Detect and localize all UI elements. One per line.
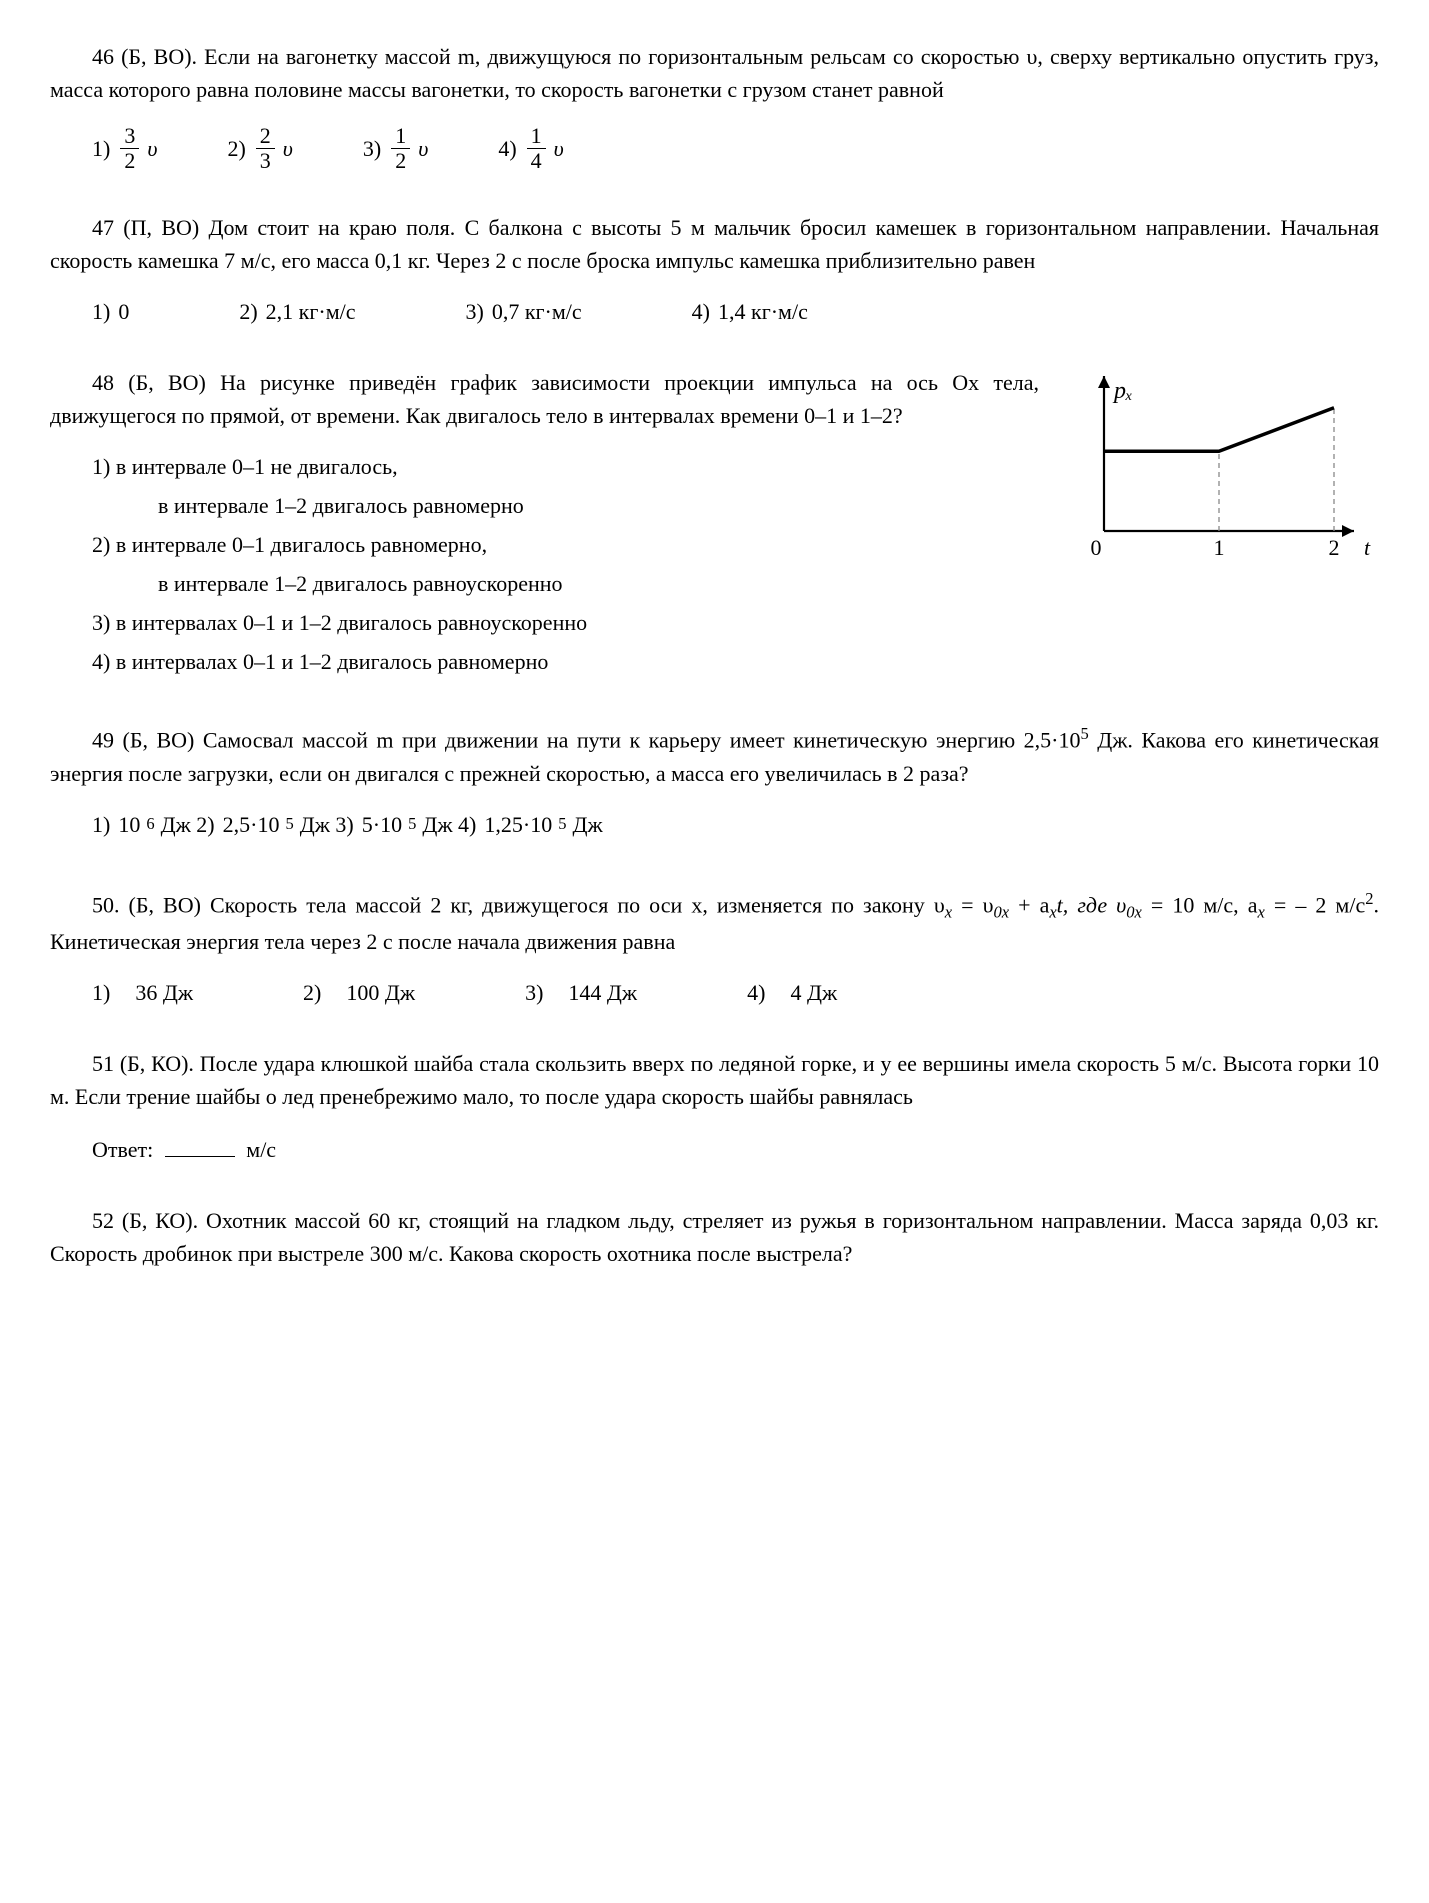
problem-51: 51 (Б, КО). После удара клюшкой шайба ст…	[50, 1047, 1379, 1166]
option-48-3: 3) в интервалах 0–1 и 1–2 двигалось равн…	[92, 606, 1039, 639]
problem-47: 47 (П, ВО) Дом стоит на краю поля. С бал…	[50, 211, 1379, 328]
answer-blank[interactable]	[165, 1156, 235, 1157]
option-48-1: 1) в интервале 0–1 не двигалось,	[92, 450, 1039, 483]
problem-50: 50. (Б, ВО) Скорость тела массой 2 кг, д…	[50, 887, 1379, 1009]
problem-50-options: 1) 36 Дж 2) 100 Дж 3) 144 Дж 4) 4 Дж	[92, 976, 1379, 1009]
svg-text:t: t	[1364, 535, 1371, 560]
problem-51-text: 51 (Б, КО). После удара клюшкой шайба ст…	[50, 1047, 1379, 1113]
option-47-3: 3)0,7 кг·м/с	[466, 295, 582, 328]
option-46-2: 2) 23 υ	[227, 124, 292, 173]
problem-52-text: 52 (Б, КО). Охотник массой 60 кг, стоящи…	[50, 1204, 1379, 1270]
problem-46: 46 (Б, ВО). Если на вагонетку массой m, …	[50, 40, 1379, 173]
problem-48: 48 (Б, ВО) На рисунке приведён график за…	[50, 366, 1379, 684]
svg-text:1: 1	[1214, 535, 1225, 560]
problem-50-text: 50. (Б, ВО) Скорость тела массой 2 кг, д…	[50, 887, 1379, 958]
problem-46-text: 46 (Б, ВО). Если на вагонетку массой m, …	[50, 40, 1379, 106]
problem-51-answer: Ответ: м/с	[92, 1133, 1379, 1166]
option-49-3: 3)5·105 Дж	[335, 808, 452, 841]
option-48-2: 2) в интервале 0–1 двигалось равномерно,	[92, 528, 1039, 561]
problem-47-text: 47 (П, ВО) Дом стоит на краю поля. С бал…	[50, 211, 1379, 277]
problem-48-text: 48 (Б, ВО) На рисунке приведён график за…	[50, 366, 1039, 432]
problem-47-options: 1)0 2)2,1 кг·м/с 3)0,7 кг·м/с 4)1,4 кг·м…	[92, 295, 1379, 328]
problem-52: 52 (Б, КО). Охотник массой 60 кг, стоящи…	[50, 1204, 1379, 1270]
option-49-2: 2)2,5·105 Дж	[196, 808, 330, 841]
problem-49-text: 49 (Б, ВО) Самосвал массой m при движени…	[50, 722, 1379, 789]
option-49-4: 4)1,25·105 Дж	[458, 808, 603, 841]
option-49-1: 1)106 Дж	[92, 808, 191, 841]
option-46-3: 3) 12 υ	[363, 124, 428, 173]
option-50-4: 4) 4 Дж	[747, 976, 837, 1009]
problem-48-options: 1) в интервале 0–1 не двигалось, в интер…	[92, 450, 1039, 678]
problem-49: 49 (Б, ВО) Самосвал массой m при движени…	[50, 722, 1379, 848]
option-47-4: 4)1,4 кг·м/с	[692, 295, 808, 328]
option-47-1: 1)0	[92, 295, 129, 328]
option-48-4: 4) в интервалах 0–1 и 1–2 двигалось равн…	[92, 645, 1039, 678]
option-50-1: 1) 36 Дж	[92, 976, 193, 1009]
option-46-1: 1) 32 υ	[92, 124, 157, 173]
problem-46-options: 1) 32 υ 2) 23 υ 3) 12 υ 4) 14 υ	[92, 124, 1379, 173]
option-47-2: 2)2,1 кг·м/с	[239, 295, 355, 328]
svg-text:pₓ: pₓ	[1112, 378, 1133, 404]
svg-text:2: 2	[1329, 535, 1340, 560]
svg-text:0: 0	[1091, 535, 1102, 560]
problem-49-options: 1)106 Дж 2)2,5·105 Дж 3)5·105 Дж 4)1,25·…	[92, 808, 1379, 849]
option-50-2: 2) 100 Дж	[303, 976, 415, 1009]
option-46-4: 4) 14 υ	[498, 124, 563, 173]
option-50-3: 3) 144 Дж	[525, 976, 637, 1009]
problem-48-chart: 0 1 2t pₓ	[1069, 366, 1379, 585]
